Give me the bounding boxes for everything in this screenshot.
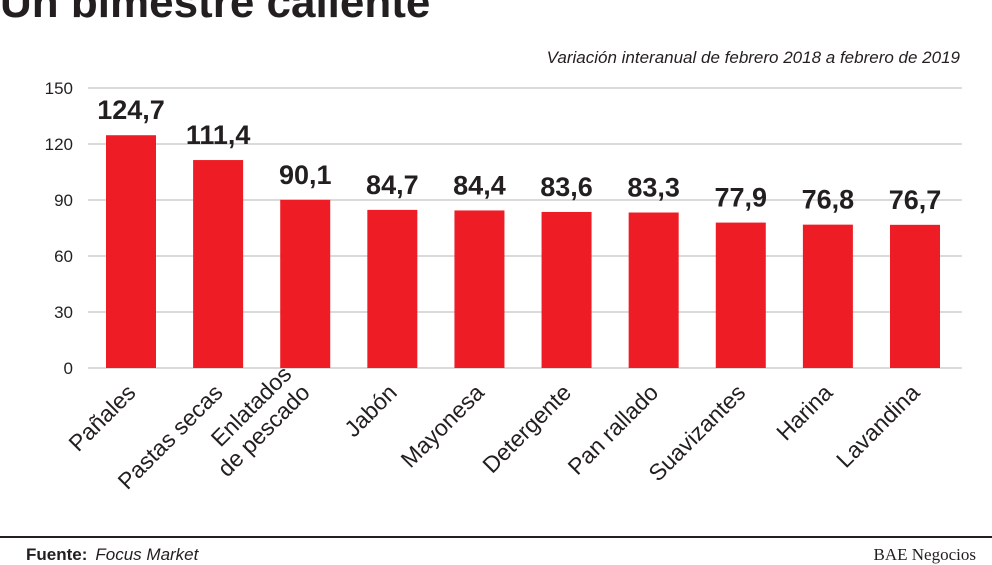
- bar-chart: 0 30 60 90 120 150 124,7 111,4 90,1 84,7 84,4 83,6…: [45, 79, 962, 494]
- bar: [628, 212, 679, 368]
- chart-title: Un bimestre caliente: [0, 0, 431, 27]
- data-label: 76,8: [802, 185, 855, 215]
- bar: [802, 224, 853, 368]
- x-tick-label: Mayonesa: [396, 379, 490, 473]
- source-label: Fuente:: [26, 545, 88, 564]
- bar: [715, 222, 766, 368]
- bar: [193, 160, 244, 368]
- footer-divider: [0, 536, 992, 538]
- x-tick-label: Harina: [771, 379, 837, 445]
- bar: [454, 210, 505, 368]
- chart-subtitle: Variación interanual de febrero 2018 a f…: [546, 48, 960, 67]
- bar: [280, 199, 331, 368]
- data-label: 83,3: [627, 173, 680, 203]
- y-tick-label: 60: [54, 247, 73, 266]
- data-label: 90,1: [279, 160, 332, 190]
- y-tick-label: 30: [54, 303, 73, 322]
- x-tick-label: Jabón: [339, 379, 402, 442]
- y-tick-label: 0: [64, 359, 73, 378]
- x-tick-label: Enlatadosde pescado: [194, 361, 315, 482]
- bar: [367, 209, 418, 368]
- x-tick-label: Detergente: [477, 379, 576, 478]
- data-label: 111,4: [186, 120, 251, 150]
- data-label: 124,7: [97, 95, 165, 125]
- data-label: 83,6: [540, 172, 593, 202]
- y-tick-label: 120: [45, 135, 73, 154]
- source-value: Focus Market: [95, 545, 199, 564]
- data-label: 77,9: [714, 183, 767, 213]
- data-labels: 124,7 111,4 90,1 84,7 84,4 83,6 83,3 77,9 76,8 76…: [97, 95, 941, 215]
- y-tick-label: 150: [45, 79, 73, 98]
- bar: [890, 224, 940, 368]
- footer-source: Fuente: Focus Market: [26, 545, 198, 565]
- data-label: 84,4: [453, 170, 506, 200]
- x-tick-label: Pañales: [63, 379, 140, 456]
- bars: [106, 135, 940, 368]
- y-tick-label: 90: [54, 191, 73, 210]
- footer-credit: BAE Negocios: [873, 545, 976, 564]
- data-label: 76,7: [889, 185, 942, 215]
- bar: [106, 135, 156, 368]
- bar: [541, 211, 592, 368]
- y-axis-ticks: 0 30 60 90 120 150: [45, 79, 73, 378]
- x-tick-label: Lavandina: [831, 379, 925, 473]
- data-label: 84,7: [366, 170, 419, 200]
